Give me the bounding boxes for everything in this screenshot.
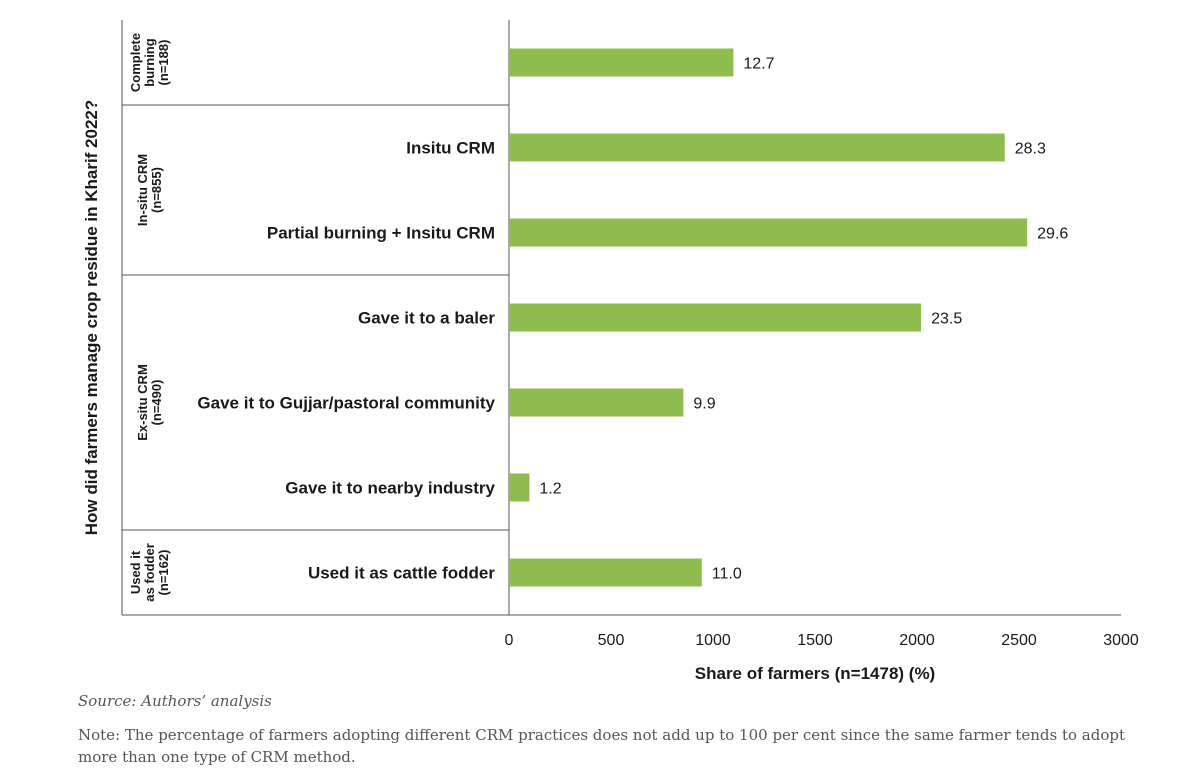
group-label: Used itas fodder(n=162) xyxy=(128,543,171,602)
x-tick-label: 500 xyxy=(598,632,625,649)
group-label-line: (n=855) xyxy=(149,167,164,213)
group-label-line: Used it xyxy=(128,550,143,594)
group-label-line: (n=162) xyxy=(156,550,171,596)
bar xyxy=(509,473,530,502)
x-tick-label: 1500 xyxy=(797,632,833,649)
value-label: 1.2 xyxy=(539,481,561,498)
value-label: 23.5 xyxy=(931,311,962,328)
group-label: Ex-situ CRM(n=490) xyxy=(135,364,164,441)
x-tick-label: 1000 xyxy=(695,632,731,649)
value-label: 11.0 xyxy=(712,566,742,583)
x-tick-label: 2000 xyxy=(899,632,935,649)
category-label: Gave it to a baler xyxy=(358,309,495,328)
bar-chart: Completeburning(n=188) In-situ CRM(n=855)… xyxy=(82,20,1139,683)
group-label: Completeburning(n=188) xyxy=(128,33,171,92)
category-label: Used it as cattle fodder xyxy=(308,564,495,583)
group-label-line: (n=188) xyxy=(156,40,171,86)
source-note: Source: Authors’ analysis xyxy=(78,692,272,710)
bar xyxy=(509,133,1005,162)
bar xyxy=(509,303,922,332)
bar xyxy=(509,388,684,417)
group-label-line: (n=490) xyxy=(149,380,164,426)
group-label-line: burning xyxy=(142,38,157,86)
bar xyxy=(509,558,702,587)
category-label: Gave it to Gujjar/pastoral community xyxy=(197,394,495,413)
group-label-line: Complete xyxy=(128,33,143,92)
value-label: 28.3 xyxy=(1015,141,1046,158)
footnote: Note: The percentage of farmers adopting… xyxy=(78,726,1126,766)
category-label: Insitu CRM xyxy=(406,139,495,158)
bar xyxy=(509,48,734,77)
x-axis-title: Share of farmers (n=1478) (%) xyxy=(695,664,935,683)
bar xyxy=(509,218,1028,247)
category-label: Gave it to nearby industry xyxy=(285,479,495,498)
y-axis-title: How did farmers manage crop residue in K… xyxy=(82,100,101,536)
group-label-line: Ex-situ CRM xyxy=(135,364,150,441)
group-label: In-situ CRM(n=855) xyxy=(135,154,164,226)
x-tick-label: 2500 xyxy=(1001,632,1037,649)
group-label-line: In-situ CRM xyxy=(135,154,150,226)
value-label: 29.6 xyxy=(1037,226,1068,243)
category-label: Partial burning + Insitu CRM xyxy=(267,224,495,243)
value-label: 9.9 xyxy=(693,396,715,413)
x-tick-label: 0 xyxy=(505,632,514,649)
group-label-line: as fodder xyxy=(142,543,157,602)
value-label: 12.7 xyxy=(743,56,774,73)
x-tick-label: 3000 xyxy=(1103,632,1139,649)
